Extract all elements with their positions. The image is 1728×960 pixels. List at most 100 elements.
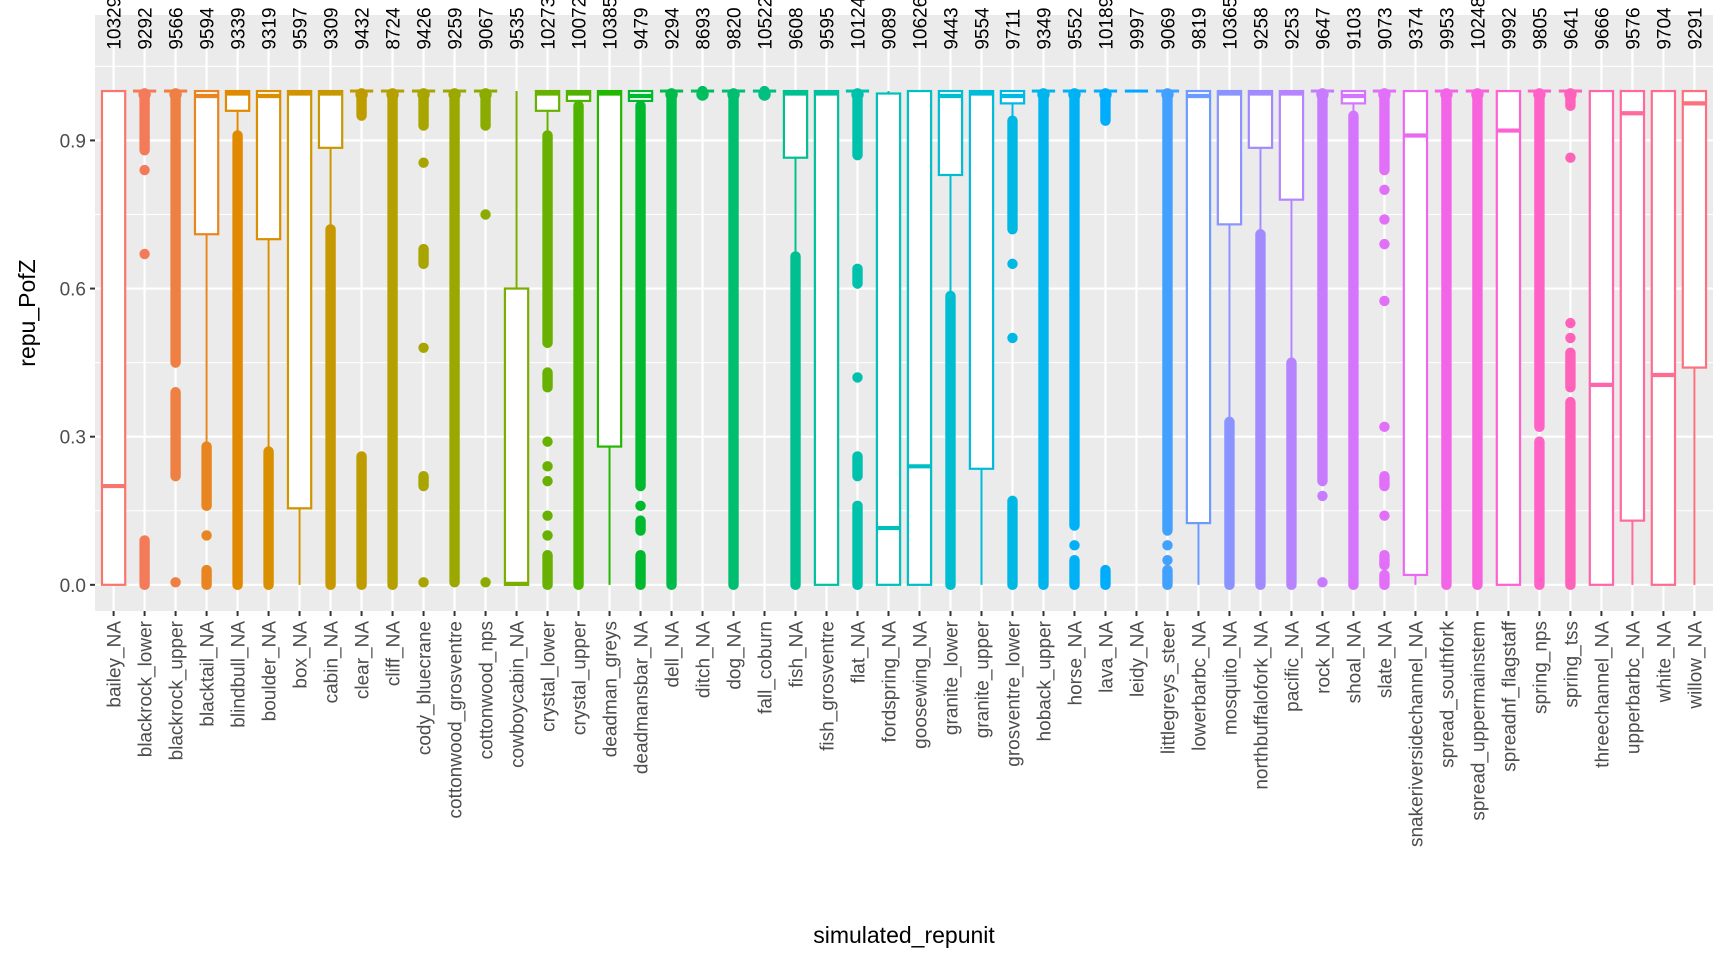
outlier-band <box>201 441 212 512</box>
box-spread-southfork <box>1434 88 1459 591</box>
box-iqr <box>596 89 623 448</box>
box-iqr <box>193 89 220 236</box>
outlier-band <box>666 88 677 591</box>
outlier-point <box>201 530 212 541</box>
count-label: 10248 <box>1468 0 1489 50</box>
box-iqr <box>1247 89 1274 149</box>
outlier-band <box>1472 88 1483 591</box>
box-iqr <box>1650 89 1677 586</box>
outlier-point <box>542 530 553 541</box>
count-label: 9641 <box>1561 7 1582 49</box>
outlier-point <box>1565 152 1576 163</box>
outlier-band <box>1441 88 1452 591</box>
box-shoal-NA <box>1340 89 1367 591</box>
box-iqr <box>1278 89 1305 201</box>
outlier-band <box>139 88 150 156</box>
box-pacific-NA <box>1278 89 1305 591</box>
count-label: 9349 <box>1034 7 1055 49</box>
count-label: 9309 <box>322 7 343 49</box>
x-tick-label: fish_grosventre <box>818 621 839 751</box>
box-bailey-NA <box>100 89 127 586</box>
count-label: 9479 <box>632 7 653 49</box>
box-cody-bluecrane <box>411 88 436 588</box>
box-slate-NA <box>1372 88 1397 591</box>
x-tick-label: blackrock_upper <box>167 620 188 760</box>
outlier-point <box>1379 184 1390 196</box>
box-fall-coburn <box>752 85 777 101</box>
count-label: 10329 <box>105 0 126 50</box>
x-tick-label: hoback_upper <box>1034 620 1055 741</box>
outlier-point <box>635 500 646 512</box>
outlier-point <box>1099 88 1112 101</box>
box-cowboycabin-NA <box>503 91 530 586</box>
outlier-point <box>852 372 863 383</box>
x-tick-label: cabin_NA <box>322 621 343 704</box>
box-iqr <box>875 92 902 586</box>
box-spring-tss <box>1558 88 1583 591</box>
box-clear-NA <box>349 88 374 591</box>
box-iqr <box>1402 89 1429 577</box>
outlier-band <box>542 130 553 349</box>
x-tick-label: cowboycabin_NA <box>508 621 529 768</box>
count-label: 8724 <box>384 7 405 50</box>
box-iqr <box>100 89 127 586</box>
outlier-band <box>1255 229 1266 591</box>
count-label: 9258 <box>1251 7 1272 49</box>
count-label: 9443 <box>941 7 962 49</box>
x-tick-label: fall_coburn <box>756 621 777 714</box>
outlier-band <box>1379 470 1390 492</box>
x-tick-label: leidy_NA <box>1127 621 1148 697</box>
x-tick-label: cody_bluecrane <box>415 621 436 755</box>
count-label: 8693 <box>694 7 715 49</box>
outlier-point <box>1533 88 1546 101</box>
x-tick-label: rock_NA <box>1313 621 1334 694</box>
outlier-band <box>1379 569 1390 591</box>
outlier-point <box>139 164 150 176</box>
outlier-band <box>635 550 646 591</box>
box-fish-grosventre <box>813 89 840 586</box>
box-white-NA <box>1650 89 1677 586</box>
outlier-point <box>1069 540 1080 551</box>
count-label: 10365 <box>1220 0 1241 50</box>
x-tick-label: goosewing_NA <box>910 621 931 749</box>
x-tick-label: lava_NA <box>1096 621 1117 693</box>
outlier-point <box>1379 214 1390 225</box>
box-blackrock-lower <box>132 88 157 591</box>
x-tick-label: threechannel_NA <box>1592 621 1613 768</box>
box-lava-NA <box>1093 88 1118 591</box>
box-deadmansbar-NA <box>627 89 654 591</box>
outlier-band <box>635 100 646 492</box>
outlier-point <box>542 436 553 447</box>
x-tick-label: pacific_NA <box>1282 621 1303 712</box>
count-label: 10072 <box>570 0 591 50</box>
outlier-band <box>263 446 274 591</box>
outlier-point <box>1379 510 1390 521</box>
x-tick-label: spring_nps <box>1530 621 1551 714</box>
x-tick-label: crystal_upper <box>570 620 591 735</box>
y-axis: 0.0 0.3 0.6 0.9 <box>60 131 95 597</box>
box-iqr <box>503 287 530 586</box>
x-tick-label: bailey_NA <box>105 621 126 708</box>
x-tick-label: fish_NA <box>787 621 808 688</box>
box-crystal-lower <box>534 89 561 591</box>
count-label: 10385 <box>601 0 622 50</box>
x-tick-label: blacktail_NA <box>198 621 219 727</box>
count-label: 9073 <box>1375 7 1396 49</box>
outlier-band <box>356 451 367 591</box>
x-tick-label: lowerbarbc_NA <box>1189 621 1210 751</box>
count-label: 9819 <box>1189 7 1210 49</box>
outlier-point <box>448 88 461 101</box>
box-iqr <box>317 89 344 149</box>
count-label: 10626 <box>910 0 931 50</box>
count-label: 9069 <box>1158 7 1179 49</box>
outlier-band <box>418 243 429 270</box>
x-tick-label: cottonwood_grosventre <box>446 621 467 819</box>
box-iqr <box>224 89 251 112</box>
outlier-band <box>852 451 863 482</box>
outlier-point <box>1161 88 1174 101</box>
outlier-band <box>1534 436 1545 591</box>
box-granite-upper <box>968 89 995 585</box>
count-label: 9576 <box>1623 7 1644 49</box>
outlier-point <box>480 577 491 588</box>
count-label: 9608 <box>787 7 808 49</box>
